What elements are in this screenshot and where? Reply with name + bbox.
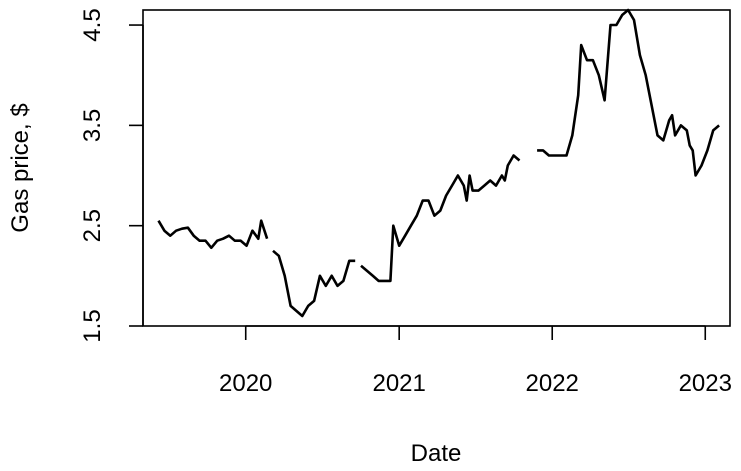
y-tick-label: 1.5 [79, 309, 106, 342]
series-layer [159, 10, 720, 316]
x-axis-title: Date [411, 440, 462, 467]
plot-frame [143, 10, 730, 326]
x-tick-label: 2021 [372, 370, 425, 397]
y-tick-label: 4.5 [79, 8, 106, 41]
series-line-segment-1 [159, 221, 268, 248]
y-tick-label: 3.5 [79, 109, 106, 142]
x-tick-label: 2023 [679, 370, 732, 397]
y-tick-label: 2.5 [79, 209, 106, 242]
x-tick-label: 2020 [219, 370, 272, 397]
series-line-segment-4 [537, 10, 719, 176]
x-axis: 2020 2021 2022 2023 [219, 326, 732, 397]
series-line-segment-2 [273, 251, 355, 316]
y-axis: 1.5 2.5 3.5 4.5 [79, 8, 143, 342]
x-tick-label: 2022 [526, 370, 579, 397]
series-line-segment-3 [361, 156, 520, 281]
y-axis-title: Gas price, $ [7, 103, 34, 232]
